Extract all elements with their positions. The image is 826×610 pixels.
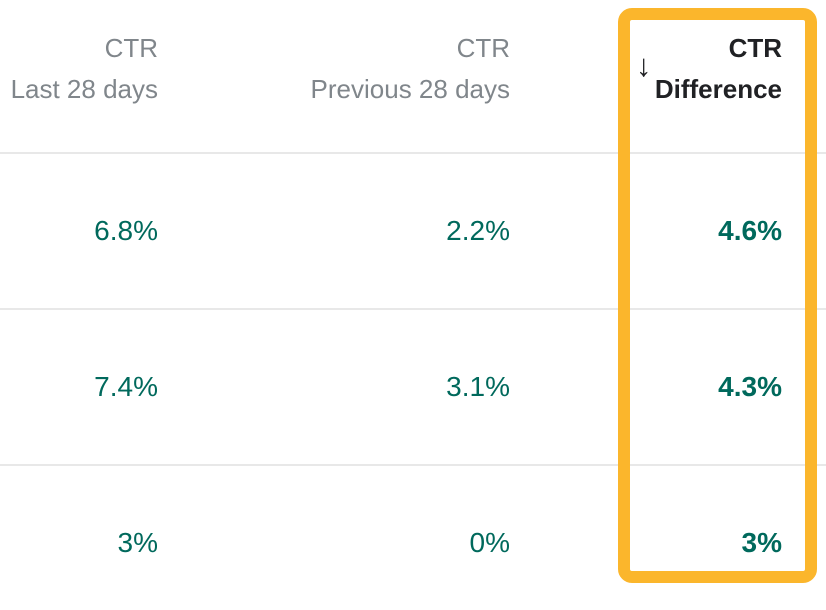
cell-ctr-last-28-days: 3% <box>117 527 158 558</box>
cell-ctr-previous-28-days: 0% <box>469 527 510 558</box>
column-header-ctr-previous-28-days[interactable]: CTR Previous 28 days <box>158 0 510 152</box>
column-header-line1: CTR <box>728 33 782 63</box>
column-header-line2: Previous 28 days <box>310 74 510 104</box>
arrow-down-icon: ↓ <box>636 48 652 83</box>
table-row: 3% 0% 3% <box>0 464 826 610</box>
column-header-line2: Last 28 days <box>10 74 158 104</box>
column-header-line1: CTR <box>456 33 510 63</box>
column-header-ctr-difference[interactable]: ↓ CTR Difference <box>510 0 782 152</box>
cell-ctr-last-28-days: 7.4% <box>94 371 158 402</box>
table-header-row: CTR Last 28 days CTR Previous 28 days ↓ … <box>0 0 826 152</box>
cell-ctr-difference: 4.3% <box>718 371 782 402</box>
column-header-line2: Difference <box>654 74 782 104</box>
cell-ctr-previous-28-days: 2.2% <box>446 215 510 246</box>
table-row: 6.8% 2.2% 4.6% <box>0 152 826 308</box>
table-row: 7.4% 3.1% 4.3% <box>0 308 826 464</box>
cell-ctr-previous-28-days: 3.1% <box>446 371 510 402</box>
cell-ctr-last-28-days: 6.8% <box>94 215 158 246</box>
cell-ctr-difference: 3% <box>741 527 782 558</box>
header-spacer <box>782 0 826 152</box>
cell-ctr-difference: 4.6% <box>718 215 782 246</box>
column-header-line1: CTR <box>104 33 158 63</box>
column-header-ctr-last-28-days[interactable]: CTR Last 28 days <box>0 0 158 152</box>
